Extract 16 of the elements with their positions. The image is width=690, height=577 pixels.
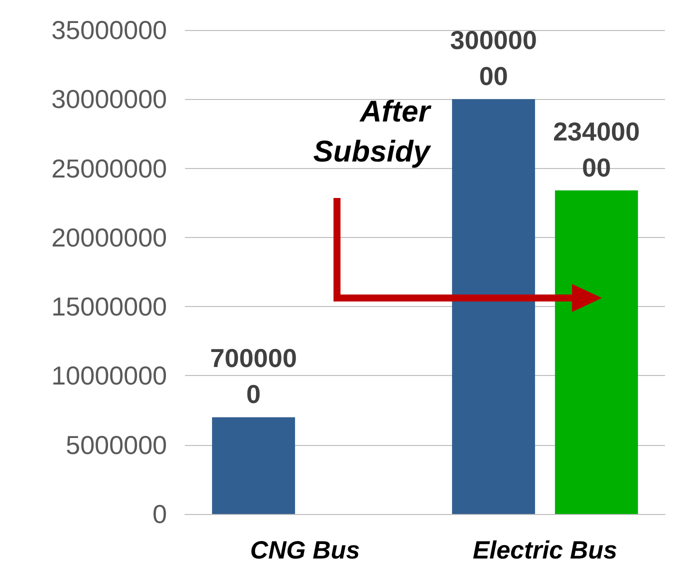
y-tick-label: 10000000	[51, 360, 167, 391]
data-label: 300000 00	[450, 25, 537, 92]
data-label: 700000 0	[210, 343, 297, 410]
y-tick-label: 25000000	[51, 153, 167, 184]
y-tick-label: 5000000	[66, 430, 167, 460]
y-tick-label: 0	[152, 499, 167, 529]
bar	[554, 190, 638, 514]
y-tick-label: 35000000	[51, 15, 167, 45]
y-tick-label: 30000000	[51, 84, 167, 114]
data-label: 234000 00	[553, 116, 640, 182]
y-tick-label: 15000000	[51, 292, 167, 322]
x-tick-label: Electric Bus	[472, 536, 618, 564]
x-tick-label: CNG Bus	[250, 536, 360, 564]
y-tick-label: 20000000	[51, 222, 167, 252]
bar	[212, 417, 296, 514]
annotation: After Subsidy	[313, 96, 432, 168]
